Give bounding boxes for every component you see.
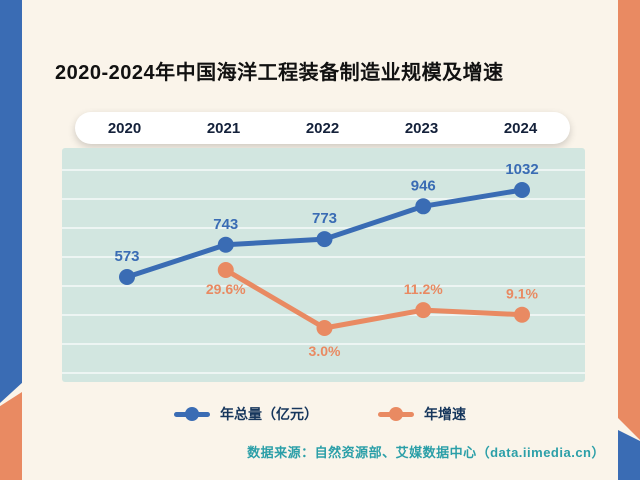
data-label: 573 — [114, 248, 139, 265]
data-point — [217, 262, 234, 278]
data-label: 773 — [312, 210, 337, 227]
year-label-2021: 2021 — [206, 119, 241, 137]
line-chart: 573 743 773 946 1032 29.6% 3.0% 11.2% 9.1% — [62, 161, 585, 374]
data-source-note: 数据来源：自然资源部、艾媒数据中心（data.iimedia.cn） — [247, 445, 605, 460]
data-label: 946 — [411, 177, 436, 194]
year-label-2024: 2024 — [503, 119, 538, 137]
data-point — [217, 236, 234, 253]
legend-label-total: 年总量（亿元） — [220, 406, 318, 422]
data-point — [415, 302, 432, 319]
series-line — [223, 267, 525, 331]
right-blue-border-stripe — [618, 430, 640, 480]
chart-legend: 年总量（亿元） 年增速 — [0, 404, 640, 424]
data-point — [415, 198, 432, 215]
left-orange-border-stripe — [0, 392, 22, 480]
data-label: 743 — [213, 216, 238, 233]
data-label: 3.0% — [309, 343, 341, 359]
year-label-2020: 2020 — [107, 119, 142, 137]
legend-item-growth: 年增速 — [378, 404, 466, 424]
data-point — [316, 231, 333, 248]
chart-plot-area: 573 743 773 946 1032 29.6% 3.0% 11.2% 9.1% — [62, 148, 585, 382]
legend-label-growth: 年增速 — [424, 406, 466, 422]
legend-item-total: 年总量（亿元） — [174, 404, 318, 424]
data-point — [119, 269, 135, 285]
chart-title: 2020-2024年中国海洋工程装备制造业规模及增速 — [55, 62, 504, 84]
data-label: 11.2% — [404, 281, 443, 297]
data-label: 29.6% — [206, 281, 246, 297]
data-point — [514, 182, 530, 198]
year-label-2022: 2022 — [305, 119, 340, 137]
blue-line-legend-icon — [174, 407, 210, 421]
data-point — [514, 306, 530, 323]
data-label: 9.1% — [506, 286, 538, 302]
left-blue-border-stripe — [0, 0, 22, 403]
year-axis-pill: 2020 2021 2022 2023 2024 — [75, 112, 570, 144]
data-label: 1032 — [505, 161, 538, 178]
right-orange-border-stripe — [618, 0, 640, 440]
orange-line-legend-icon — [378, 407, 414, 421]
data-point — [316, 320, 333, 336]
year-label-2023: 2023 — [404, 119, 439, 137]
